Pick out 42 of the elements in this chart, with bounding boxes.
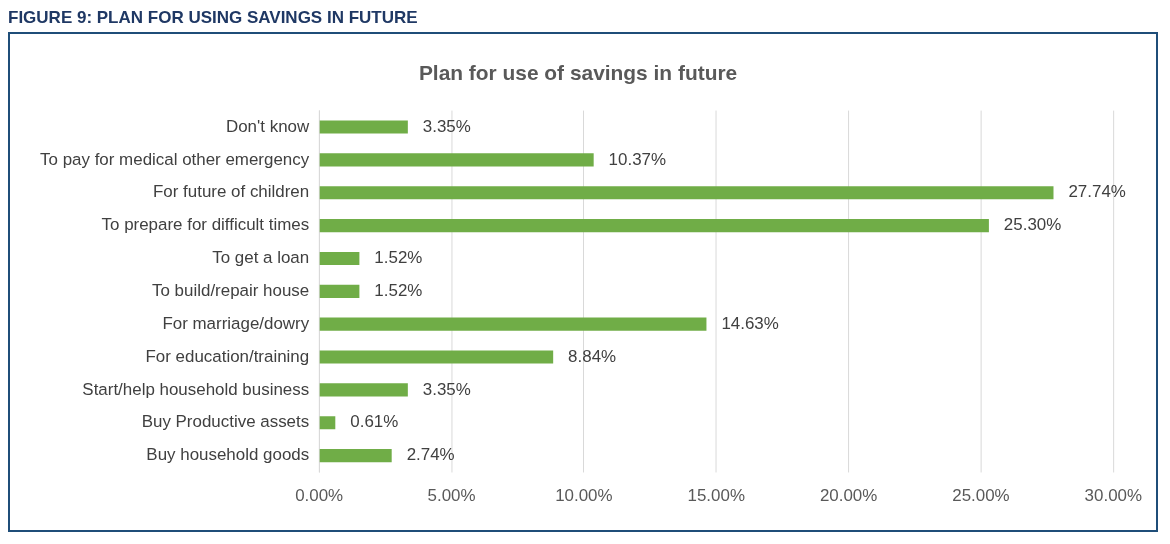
data-label: 0.61% (350, 412, 399, 432)
data-label: 2.74% (406, 445, 455, 465)
y-tick-label: To prepare for difficult times (101, 215, 310, 235)
data-label: 1.52% (374, 248, 423, 268)
data-label: 1.52% (374, 281, 423, 300)
data-label: 27.74% (1068, 182, 1126, 202)
y-tick-label: To get a loan (212, 248, 310, 268)
bar (319, 284, 360, 298)
x-tick-label: 25.00% (952, 485, 1010, 505)
y-tick-label: Don't know (225, 116, 310, 136)
data-label: 25.30% (1003, 215, 1062, 235)
bar (319, 416, 336, 430)
y-tick-label: For education/training (145, 346, 310, 366)
x-tick-label: 15.00% (687, 485, 745, 505)
caption: FIGURE 9: PLAN FOR USING SAVINGS IN FUTURE (8, 8, 419, 28)
chart-title: Plan for use of savings in future (418, 61, 738, 85)
bar (319, 383, 408, 397)
y-tick-label: Start/help household business (82, 379, 310, 399)
x-tick-label: 0.00% (295, 485, 344, 505)
bar (319, 350, 554, 364)
bar (319, 186, 1054, 200)
x-tick-label: 5.00% (427, 485, 476, 505)
bar (319, 449, 392, 463)
bar (319, 120, 408, 134)
x-tick-label: 20.00% (819, 485, 878, 505)
bar (319, 219, 989, 233)
x-tick-label: 30.00% (1084, 485, 1143, 505)
y-tick-label: Buy household goods (146, 445, 310, 465)
data-label: 10.37% (608, 149, 667, 169)
data-label: 14.63% (721, 313, 779, 333)
data-label: 8.84% (568, 346, 617, 366)
y-tick-label: For marriage/dowry (162, 313, 310, 333)
bar (319, 153, 594, 167)
data-label: 3.35% (422, 379, 471, 399)
y-tick-label: Buy Productive assets (141, 412, 310, 432)
x-tick-label: 10.00% (555, 485, 613, 505)
bar (319, 317, 707, 331)
data-label: 3.35% (422, 116, 471, 136)
y-tick-label: For future of children (153, 182, 310, 202)
y-tick-label: To build/repair house (152, 281, 310, 300)
bar (319, 251, 360, 266)
y-tick-label: To pay for medical other emergency (40, 149, 310, 169)
